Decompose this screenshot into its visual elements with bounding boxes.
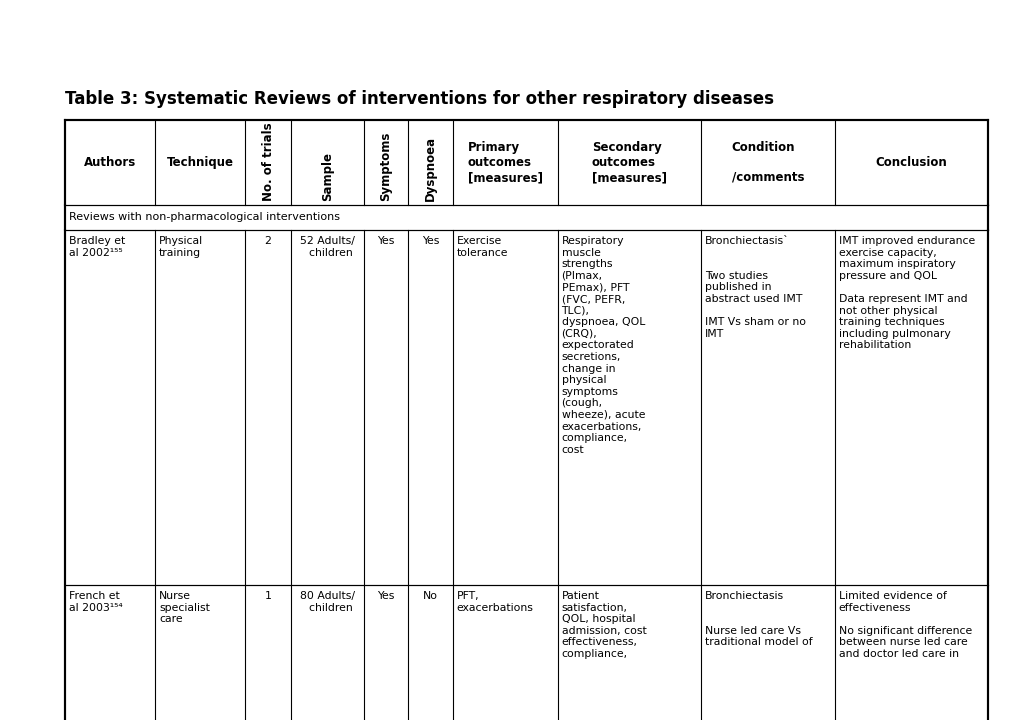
- Text: No. of trials: No. of trials: [261, 122, 274, 201]
- Text: Physical
training: Physical training: [159, 236, 203, 258]
- Text: Bronchiectasis`


Two studies
published in
abstract used IMT

IMT Vs sham or no
: Bronchiectasis` Two studies published in…: [704, 236, 805, 339]
- Text: 80 Adults/
  children: 80 Adults/ children: [300, 591, 355, 613]
- Text: Respiratory
muscle
strengths
(PImax,
PEmax), PFT
(FVC, PEFR,
TLC),
dyspnoea, QOL: Respiratory muscle strengths (PImax, PEm…: [561, 236, 644, 455]
- Text: Bradley et
al 2002¹⁵⁵: Bradley et al 2002¹⁵⁵: [69, 236, 125, 258]
- Text: Secondary
outcomes
[measures]: Secondary outcomes [measures]: [591, 141, 666, 184]
- Text: Conclusion: Conclusion: [874, 156, 947, 169]
- Text: PFT,
exacerbations: PFT, exacerbations: [457, 591, 533, 613]
- Text: French et
al 2003¹⁵⁴: French et al 2003¹⁵⁴: [69, 591, 122, 613]
- Text: Patient
satisfaction,
QOL, hospital
admission, cost
effectiveness,
compliance,: Patient satisfaction, QOL, hospital admi…: [561, 591, 646, 659]
- Text: 2: 2: [264, 236, 271, 246]
- Text: No: No: [423, 591, 437, 601]
- Text: Exercise
tolerance: Exercise tolerance: [457, 236, 507, 258]
- Text: Symptoms: Symptoms: [379, 132, 392, 201]
- Text: Authors: Authors: [84, 156, 137, 169]
- Text: Sample: Sample: [320, 152, 333, 201]
- Text: Limited evidence of
effectiveness

No significant difference
between nurse led c: Limited evidence of effectiveness No sig…: [838, 591, 971, 659]
- Text: Yes: Yes: [422, 236, 439, 246]
- Text: Bronchiectasis


Nurse led care Vs
traditional model of: Bronchiectasis Nurse led care Vs traditi…: [704, 591, 812, 647]
- Text: Condition

/comments: Condition /comments: [731, 141, 803, 184]
- Text: Nurse
specialist
care: Nurse specialist care: [159, 591, 210, 624]
- Text: Yes: Yes: [377, 591, 394, 601]
- Text: Table 3: Systematic Reviews of interventions for other respiratory diseases: Table 3: Systematic Reviews of intervent…: [65, 90, 773, 108]
- Text: Dyspnoea: Dyspnoea: [424, 136, 436, 201]
- Text: 52 Adults/
  children: 52 Adults/ children: [300, 236, 355, 258]
- Text: Primary
outcomes
[measures]: Primary outcomes [measures]: [468, 141, 542, 184]
- Text: Yes: Yes: [377, 236, 394, 246]
- Text: 1: 1: [264, 591, 271, 601]
- Text: IMT improved endurance
exercise capacity,
maximum inspiratory
pressure and QOL

: IMT improved endurance exercise capacity…: [838, 236, 974, 351]
- Text: Technique: Technique: [166, 156, 233, 169]
- Bar: [65, 120, 987, 720]
- Text: Reviews with non-pharmacological interventions: Reviews with non-pharmacological interve…: [69, 212, 339, 222]
